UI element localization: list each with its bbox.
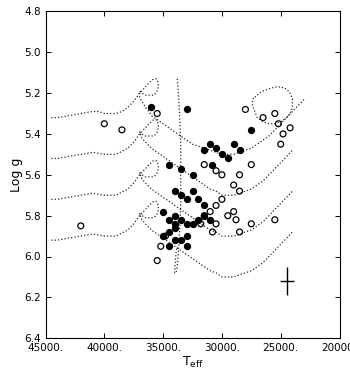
Point [210, 229, 215, 235]
Point [225, 155, 231, 162]
Point [166, 162, 172, 168]
Point [184, 221, 189, 227]
Point [213, 221, 219, 227]
Point [184, 196, 189, 202]
Point [154, 111, 160, 117]
Point [237, 147, 242, 154]
Point [237, 172, 242, 178]
Point [154, 258, 160, 264]
Point [148, 105, 154, 111]
Point [248, 221, 254, 227]
Point [237, 188, 242, 194]
Point [260, 115, 266, 121]
Point [166, 243, 172, 249]
Point [172, 225, 178, 231]
X-axis label: T$_{\mathregular{eff}}$: T$_{\mathregular{eff}}$ [182, 355, 203, 369]
Point [207, 141, 213, 147]
Point [198, 221, 204, 227]
Point [119, 127, 125, 133]
Y-axis label: Log g: Log g [9, 158, 23, 192]
Point [178, 166, 183, 172]
Point [190, 221, 195, 227]
Point [231, 141, 237, 147]
Point [231, 182, 237, 188]
Point [196, 196, 201, 202]
Point [160, 209, 166, 215]
Point [275, 121, 281, 127]
Point [243, 106, 248, 112]
Point [278, 141, 284, 147]
Point [213, 145, 219, 151]
Point [202, 213, 207, 219]
Point [202, 162, 207, 168]
Point [231, 209, 237, 215]
Point [213, 168, 219, 174]
Point [237, 229, 242, 235]
Point [248, 162, 254, 168]
Point [158, 243, 163, 249]
Point [184, 233, 189, 239]
Point [160, 233, 166, 239]
Point [178, 217, 183, 223]
Point [78, 223, 84, 229]
Point [202, 203, 207, 209]
Point [210, 162, 215, 168]
Point [219, 151, 225, 157]
Point [202, 213, 207, 219]
Point [172, 237, 178, 243]
Point [207, 209, 213, 215]
Point [202, 147, 207, 154]
Point [184, 106, 189, 112]
Point [280, 131, 286, 137]
Point [272, 111, 278, 117]
Point [178, 237, 183, 243]
Point [163, 233, 168, 239]
Point [102, 121, 107, 127]
Point [172, 221, 178, 227]
Point [219, 196, 225, 202]
Point [190, 188, 195, 194]
Point [233, 217, 239, 223]
Point [248, 127, 254, 133]
Point [219, 172, 225, 178]
Point [172, 213, 178, 219]
Point [166, 229, 172, 235]
Point [287, 125, 293, 131]
Point [190, 172, 195, 178]
Point [213, 203, 219, 209]
Point [272, 217, 278, 223]
Point [196, 217, 201, 223]
Point [166, 217, 172, 223]
Point [225, 213, 231, 219]
Point [172, 188, 178, 194]
Point [178, 192, 183, 198]
Point [184, 243, 189, 249]
Point [207, 217, 213, 223]
